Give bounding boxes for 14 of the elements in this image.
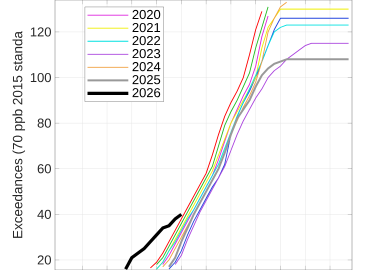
legend-label: 2025: [132, 75, 160, 84]
legend-label: 2023: [132, 49, 160, 58]
y-tick-label: 60: [38, 164, 51, 174]
y-axis-title: Exceedances (70 ppb 2015 standa: [12, 31, 26, 238]
y-tick-label: 80: [38, 118, 51, 128]
y-tick-label: 20: [38, 255, 51, 265]
legend-label: 2024: [132, 62, 160, 72]
legend-label: 2026: [132, 88, 160, 98]
legend-label: 2021: [132, 22, 160, 32]
legend-label: 2020: [132, 10, 160, 20]
y-tick-label: 120: [30, 27, 51, 37]
y-tick-label: 100: [30, 72, 51, 82]
y-tick-label: 40: [37, 210, 51, 219]
legend-label: 2022: [132, 36, 160, 46]
